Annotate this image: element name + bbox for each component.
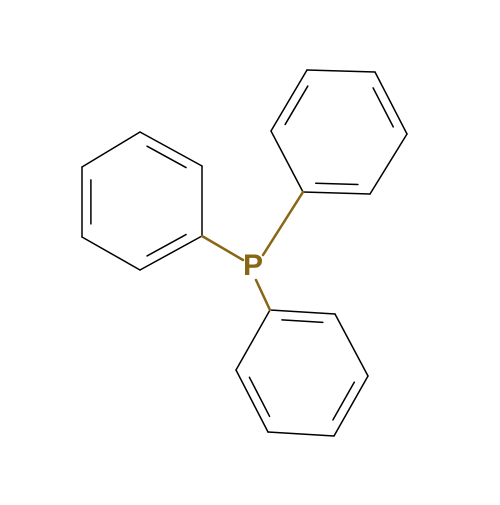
phosphorus-label: P: [243, 249, 263, 283]
molecule-diagram: P: [0, 0, 500, 500]
